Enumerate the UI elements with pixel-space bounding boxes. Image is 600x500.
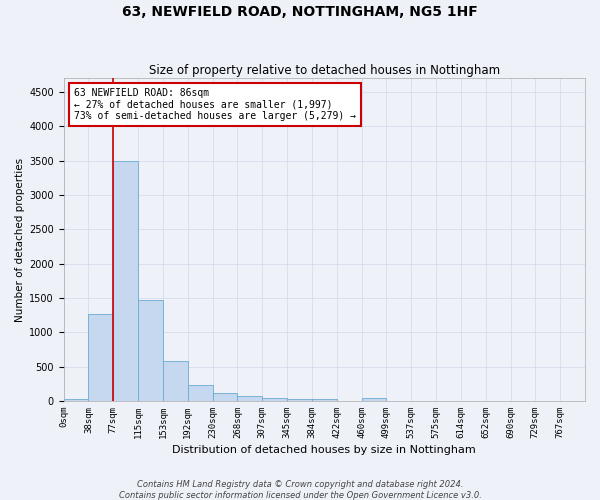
Bar (113, 160, 138, 401)
Bar (88, 314, 113, 401)
Bar (262, 398, 287, 401)
Title: Size of property relative to detached houses in Nottingham: Size of property relative to detached ho… (149, 64, 500, 77)
Bar (188, 385, 212, 401)
Y-axis label: Number of detached properties: Number of detached properties (15, 158, 25, 322)
Text: 63 NEWFIELD ROAD: 86sqm
← 27% of detached houses are smaller (1,997)
73% of semi: 63 NEWFIELD ROAD: 86sqm ← 27% of detache… (74, 88, 356, 121)
Bar (212, 394, 238, 401)
Bar (312, 398, 337, 401)
X-axis label: Distribution of detached houses by size in Nottingham: Distribution of detached houses by size … (172, 445, 476, 455)
Bar (64, 399, 88, 401)
Text: Contains HM Land Registry data © Crown copyright and database right 2024.
Contai: Contains HM Land Registry data © Crown c… (119, 480, 481, 500)
Bar (362, 398, 386, 401)
Bar (138, 300, 163, 401)
Text: 63, NEWFIELD ROAD, NOTTINGHAM, NG5 1HF: 63, NEWFIELD ROAD, NOTTINGHAM, NG5 1HF (122, 5, 478, 19)
Bar (287, 398, 312, 401)
Bar (163, 361, 188, 401)
Bar (238, 396, 262, 401)
